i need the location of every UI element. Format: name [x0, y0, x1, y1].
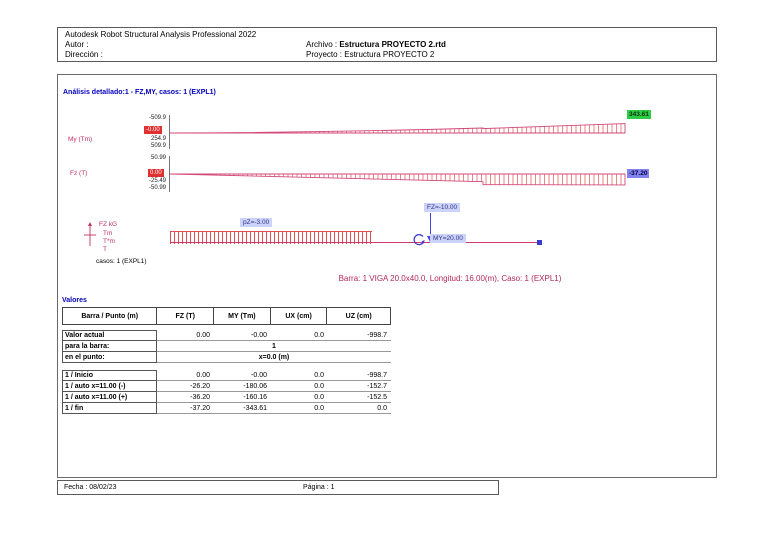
- project-value: Estructura PROYECTO 2: [344, 50, 435, 59]
- point-force-arrow: [430, 213, 431, 237]
- cell-my: -0.00: [214, 330, 271, 341]
- cell-my: -343.61: [214, 403, 271, 414]
- table-header-row: Barra / Punto (m) FZ (T) MY (Tm) UX (cm)…: [62, 307, 391, 325]
- row-label: para la barra:: [62, 341, 157, 352]
- col-header-my: MY (Tm): [214, 308, 271, 324]
- cell-uz: -998.7: [328, 370, 391, 381]
- row-label: 1 / fin: [62, 403, 157, 414]
- bar-caption: Barra: 1 VIGA 20.0x40.0, Longitud: 16.00…: [338, 274, 562, 283]
- point-force-label: FZ=-10.00: [424, 203, 461, 212]
- row-label: 1 / auto x=11.00 (-): [62, 381, 157, 392]
- cell-merged-bar: 1: [157, 341, 391, 352]
- table-row: en el punto: x=0.0 (m): [62, 352, 391, 363]
- col-header-ux: UX (cm): [271, 308, 328, 324]
- footer-date: Fecha : 08/02/23: [64, 484, 117, 491]
- cell-uz: -152.7: [328, 381, 391, 392]
- axes-cross-icon: [84, 222, 96, 246]
- support-node-icon: [537, 240, 542, 245]
- my-tick-top: -509.9: [148, 115, 166, 121]
- cell-fz: -36.20: [157, 392, 214, 403]
- address-label: Dirección :: [65, 50, 103, 59]
- cell-fz: 0.00: [157, 370, 214, 381]
- distributed-load-label: pZ=-3.00: [240, 218, 273, 227]
- fz-tick-top: 50.99: [150, 155, 166, 161]
- point-values-block: 1 / Inicio 0.00 -0.00 0.0 -998.7 1 / aut…: [62, 370, 391, 414]
- cell-ux: 0.0: [271, 392, 328, 403]
- fz-chart-label: Fz (T): [70, 170, 88, 177]
- beam-line: [170, 242, 542, 243]
- row-label: Valor actual: [62, 330, 157, 341]
- legend-line-3: T*m: [103, 238, 115, 245]
- author-label: Autor :: [65, 40, 89, 49]
- current-value-block: Valor actual 0.00 -0.00 0.0 -998.7 para …: [62, 330, 391, 363]
- valores-table: Barra / Punto (m) FZ (T) MY (Tm) UX (cm)…: [62, 307, 391, 414]
- distributed-load-hatch: [170, 231, 372, 244]
- fz-shear-diagram: [170, 173, 626, 186]
- cell-fz: -26.20: [157, 381, 214, 392]
- table-row: 1 / auto x=11.00 (+) -36.20 -160.16 0.0 …: [62, 392, 391, 403]
- cell-merged-point: x=0.0 (m): [157, 352, 391, 363]
- col-header-fz: FZ (T): [157, 308, 215, 324]
- cell-ux: 0.0: [271, 403, 328, 414]
- app-title: Autodesk Robot Structural Analysis Profe…: [65, 30, 257, 39]
- page-header-box: Autodesk Robot Structural Analysis Profe…: [57, 27, 717, 62]
- table-row: 1 / Inicio 0.00 -0.00 0.0 -998.7: [62, 370, 391, 381]
- row-label: en el punto:: [62, 352, 157, 363]
- my-moment-diagram: [170, 123, 626, 134]
- page-footer-box: Fecha : 08/02/23 Página : 1: [57, 480, 499, 495]
- cell-my: -0.00: [214, 370, 271, 381]
- table-row: para la barra: 1: [62, 341, 391, 352]
- fz-selected-value: 0.00: [148, 169, 164, 177]
- moment-arrow-icon: [413, 234, 425, 246]
- row-label: 1 / auto x=11.00 (+): [62, 392, 157, 403]
- analysis-title: Análisis detallado:1 - FZ,MY, casos: 1 (…: [63, 89, 216, 96]
- table-row: 1 / auto x=11.00 (-) -26.20 -180.06 0.0 …: [62, 381, 391, 392]
- table-row: 1 / fin -37.20 -343.61 0.0 0.0: [62, 403, 391, 414]
- legend-line-1: FZ kG: [99, 221, 118, 228]
- fz-tick-mid: -25.49: [148, 178, 166, 184]
- cell-uz: 0.0: [328, 403, 391, 414]
- my-selected-value: -0.00: [144, 126, 162, 134]
- cell-my: -160.16: [214, 392, 271, 403]
- legend-case-label: casos: 1 (EXPL1): [96, 258, 147, 265]
- project-label: Proyecto :: [306, 50, 345, 59]
- cell-fz: -37.20: [157, 403, 214, 414]
- my-chart-label: My (Tm): [68, 136, 93, 143]
- my-axis-line: [169, 115, 170, 149]
- footer-page-number: Página : 1: [303, 484, 335, 491]
- my-tick-mid: 254.9: [150, 136, 166, 142]
- file-value: Estructura PROYECTO 2.rtd: [339, 40, 446, 49]
- fz-tick-bottom: -50.99: [148, 185, 166, 191]
- fz-peak-value: -37.20: [627, 169, 650, 178]
- moment-load-label: MY=20.00: [430, 234, 466, 243]
- table-row: Valor actual 0.00 -0.00 0.0 -998.7: [62, 330, 391, 341]
- my-tick-bottom: 509.9: [150, 143, 166, 149]
- cell-ux: 0.0: [271, 370, 328, 381]
- valores-section-label: Valores: [62, 297, 87, 304]
- col-header-barra-punto: Barra / Punto (m): [63, 308, 158, 324]
- cell-ux: 0.0: [271, 381, 328, 392]
- cell-uz: -152.5: [328, 392, 391, 403]
- cell-ux: 0.0: [271, 330, 328, 341]
- cell-uz: -998.7: [328, 330, 391, 341]
- col-header-uz: UZ (cm): [345, 312, 372, 320]
- cell-my: -180.06: [214, 381, 271, 392]
- project-line: Proyecto : Estructura PROYECTO 2: [306, 50, 434, 60]
- file-line: Archivo : Estructura PROYECTO 2.rtd: [306, 40, 446, 50]
- fz-axis-line: [169, 156, 170, 192]
- legend-line-2: Tm: [103, 230, 113, 237]
- legend-line-4: T: [103, 246, 107, 253]
- cell-fz: 0.00: [157, 330, 214, 341]
- my-peak-value: 343.61: [627, 110, 651, 119]
- report-body-box: [57, 74, 717, 478]
- file-label: Archivo :: [306, 40, 340, 49]
- row-label: 1 / Inicio: [62, 370, 157, 381]
